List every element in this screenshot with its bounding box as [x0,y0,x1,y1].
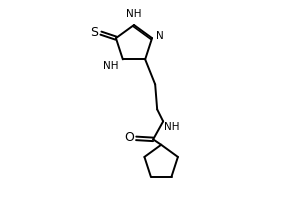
Text: O: O [124,131,134,144]
Text: S: S [91,26,98,39]
Text: N: N [157,31,164,41]
Text: NH: NH [103,61,118,71]
Text: NH: NH [126,9,142,19]
Text: NH: NH [164,122,180,132]
